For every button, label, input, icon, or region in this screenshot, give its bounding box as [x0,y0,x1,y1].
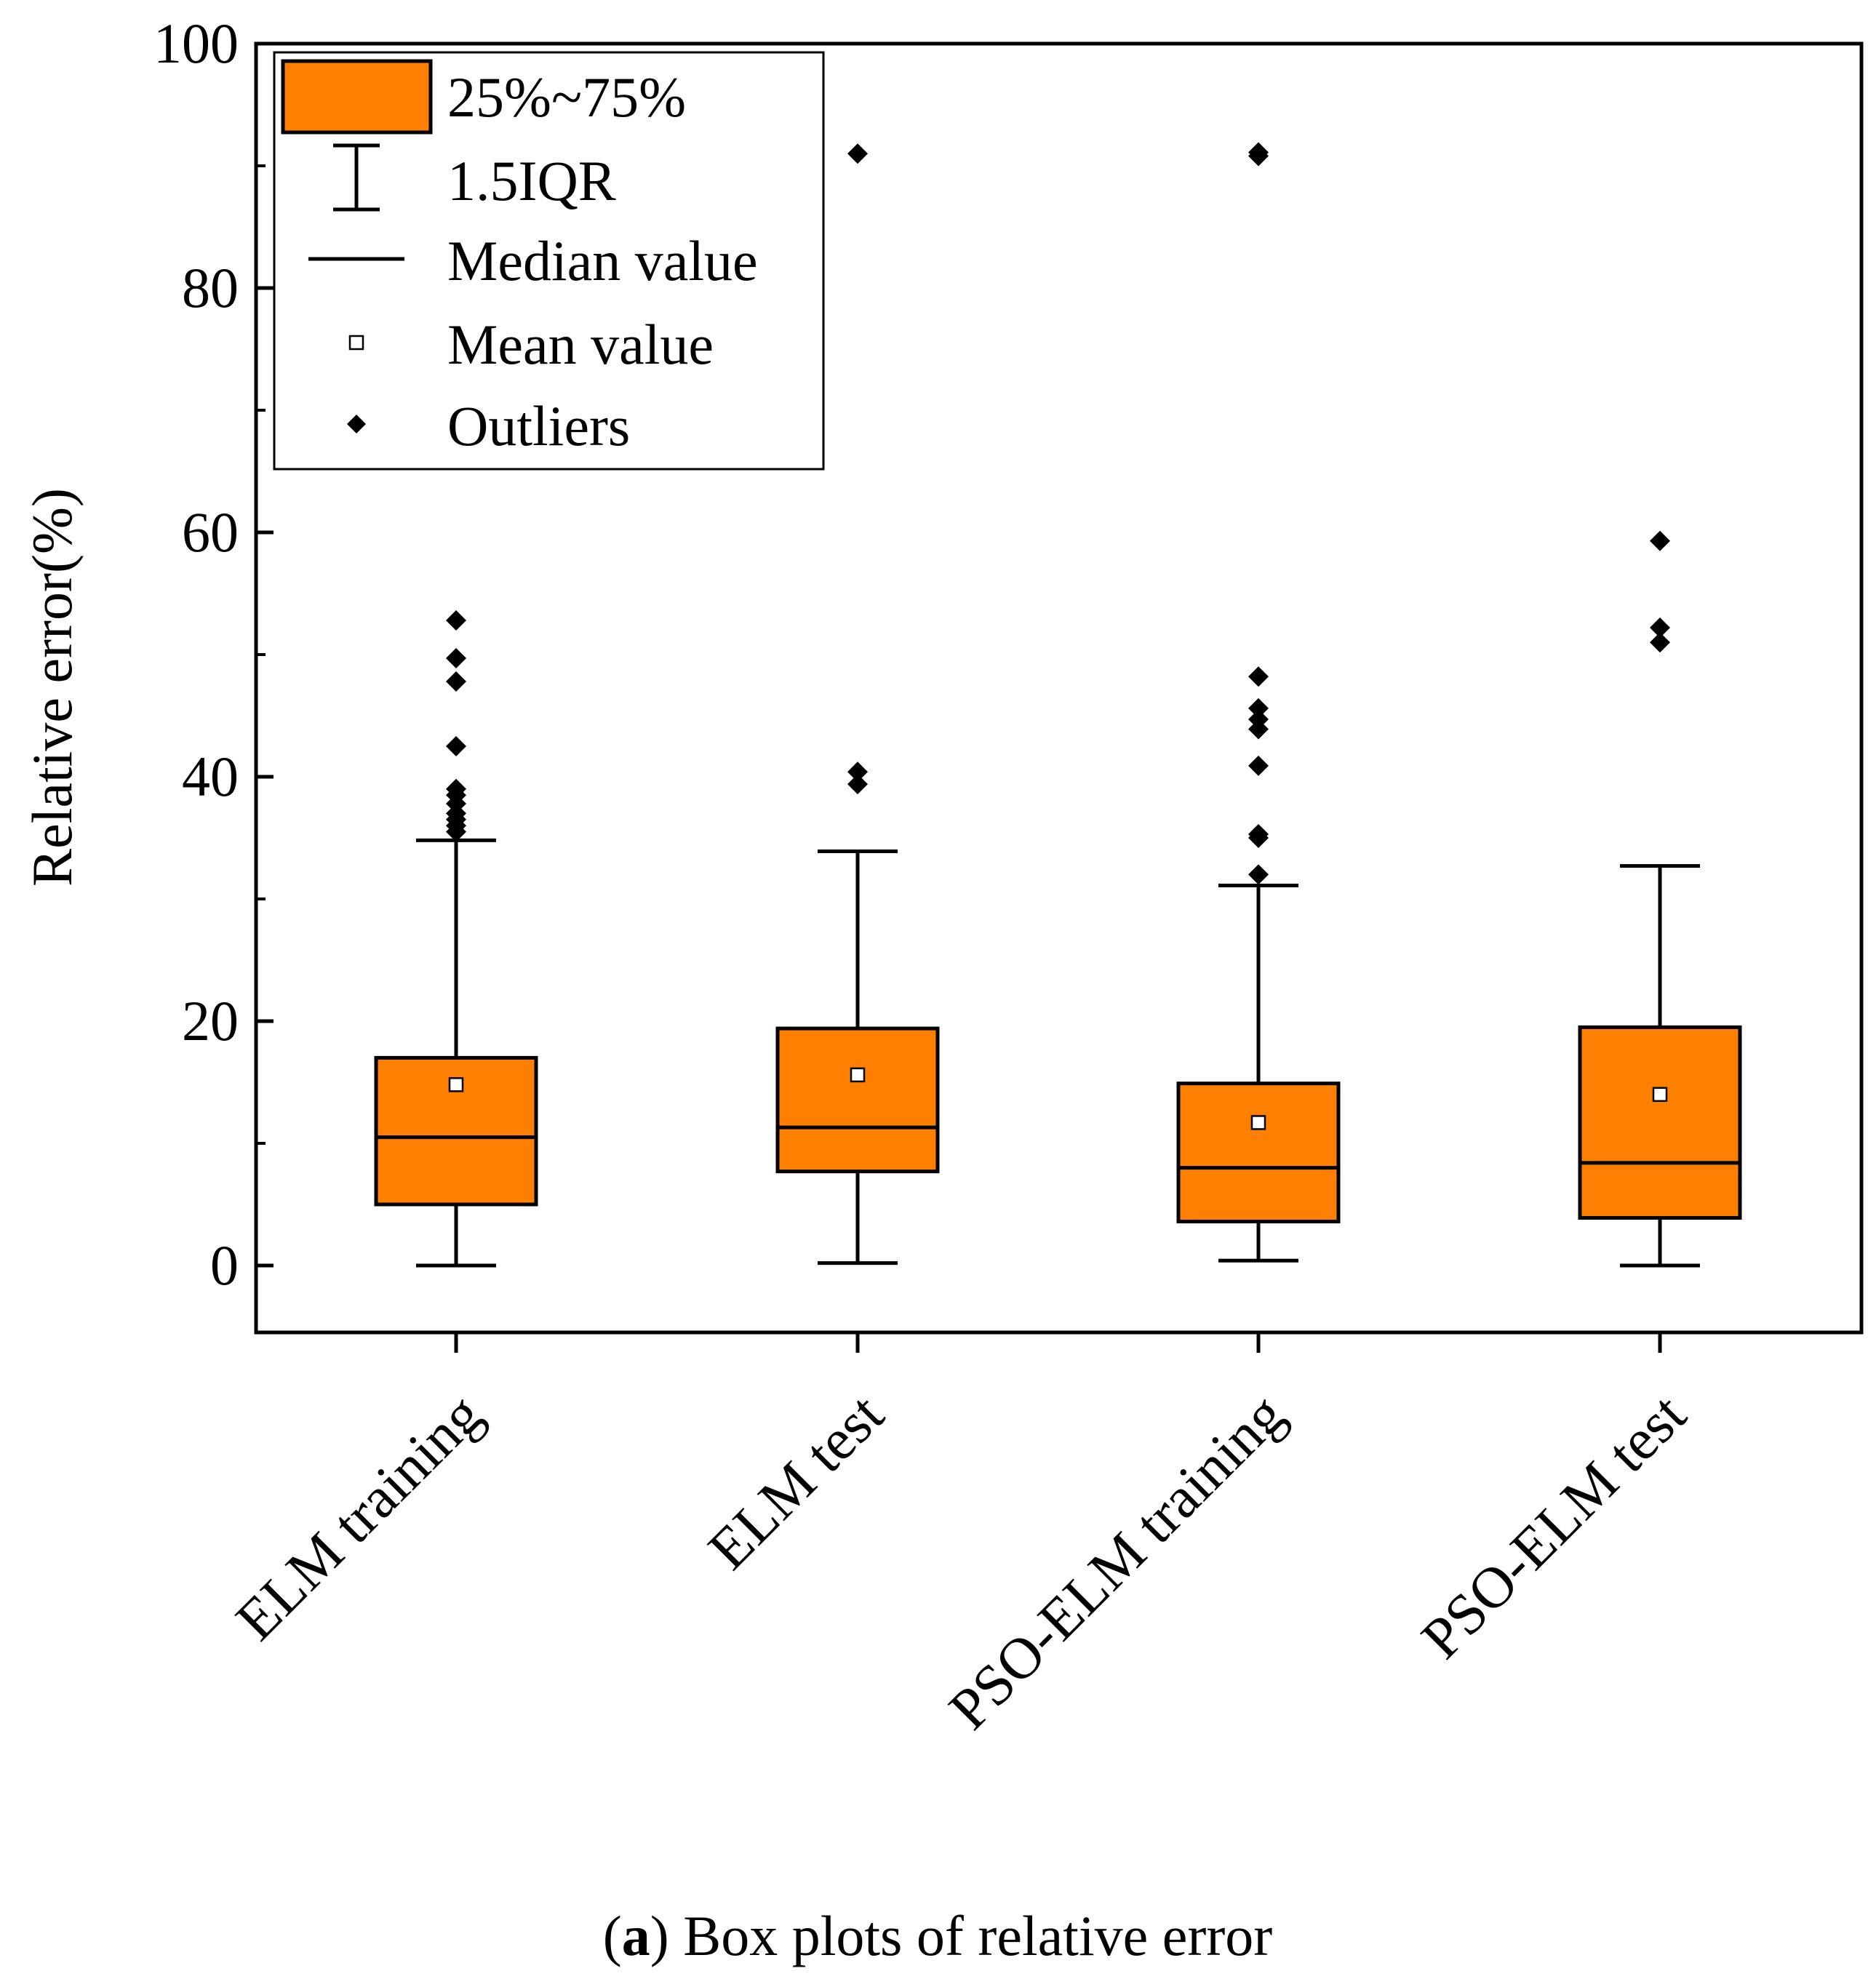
box-group [1176,142,1341,1263]
box-group [374,609,538,1268]
box-group [1578,530,1742,1268]
iqr-box [1578,1025,1742,1220]
mean-marker [850,1067,866,1083]
outlier-point [847,143,868,164]
legend-item-outliers: Outliers [347,394,630,457]
outlier-point [446,671,466,692]
mean-marker [1652,1087,1668,1103]
iqr-box [1176,1082,1341,1224]
plot-frame [254,41,1864,1335]
legend-mean-label: Mean value [447,313,714,376]
legend-outliers-label: Outliers [447,394,630,457]
outlier-point [1650,530,1670,551]
outlier-point [446,609,466,631]
legend-item-median: Median value [308,229,758,292]
legend-mean-swatch [348,335,364,351]
mean-marker [1250,1115,1266,1130]
x-axis: ELM training ELM test PSO-ELM training PSO-… [224,1332,1699,1742]
outlier-point [446,778,466,799]
y-tick-label: 40 [182,745,239,808]
outlier-point [847,761,868,783]
y-tick-label: 80 [182,256,239,319]
legend-item-iqr: 1.5IQR [333,143,616,212]
box-group [775,143,940,1266]
legend-outlier-swatch [347,415,366,433]
y-tick-label: 0 [210,1234,239,1297]
legend-iqr-label: 1.5IQR [447,149,616,212]
x-category-label: ELM test [696,1383,895,1582]
y-tick-label: 20 [182,989,239,1052]
outlier-point [1248,697,1269,719]
y-axis: 0 20 40 60 80 100 [153,12,274,1297]
mean-marker [448,1077,464,1092]
figure-caption: (a) Box plots of relative error [603,1904,1273,1967]
y-tick-label: 100 [153,12,239,75]
y-tick-label: 60 [182,500,239,564]
x-category-label: PSO-ELM test [1410,1383,1699,1671]
caption-letter: a [622,1904,650,1967]
box-series [374,142,1742,1268]
legend: 25%~75% 1.5IQR Median value Mean value O… [273,51,825,471]
outlier-point [446,736,466,756]
outlier-point [1650,632,1670,653]
outlier-point [1248,709,1269,730]
outlier-point [1248,666,1269,687]
outlier-point [847,774,868,795]
legend-box-label: 25%~75% [447,65,686,129]
caption-open-paren: ( [603,1904,622,1967]
legend-median-label: Median value [447,229,758,292]
caption-text: Box plots of relative error [669,1904,1273,1967]
legend-item-mean: Mean value [348,313,714,376]
outlier-point [1248,755,1269,776]
outlier-point [1248,142,1269,163]
outlier-point [1650,617,1670,639]
outlier-point [446,648,466,669]
x-category-label: PSO-ELM training [937,1383,1296,1742]
legend-item-box: 25%~75% [281,59,686,135]
iqr-box [775,1026,940,1174]
y-axis-title: Relative error(%) [20,488,84,887]
caption-close-paren: ) [650,1904,669,1967]
x-category-label: ELM training [224,1383,495,1653]
legend-box-swatch [281,59,433,135]
outlier-point [1248,864,1269,885]
outlier-point [1248,823,1269,844]
